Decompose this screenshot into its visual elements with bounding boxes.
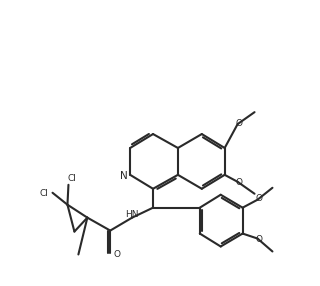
Text: O: O [255,194,262,203]
Text: O: O [255,235,262,244]
Text: O: O [235,119,242,128]
Text: N: N [120,171,128,181]
Text: O: O [235,178,242,187]
Text: HN: HN [125,210,139,219]
Text: Cl: Cl [39,189,48,198]
Text: Cl: Cl [68,174,77,183]
Text: O: O [114,250,121,259]
